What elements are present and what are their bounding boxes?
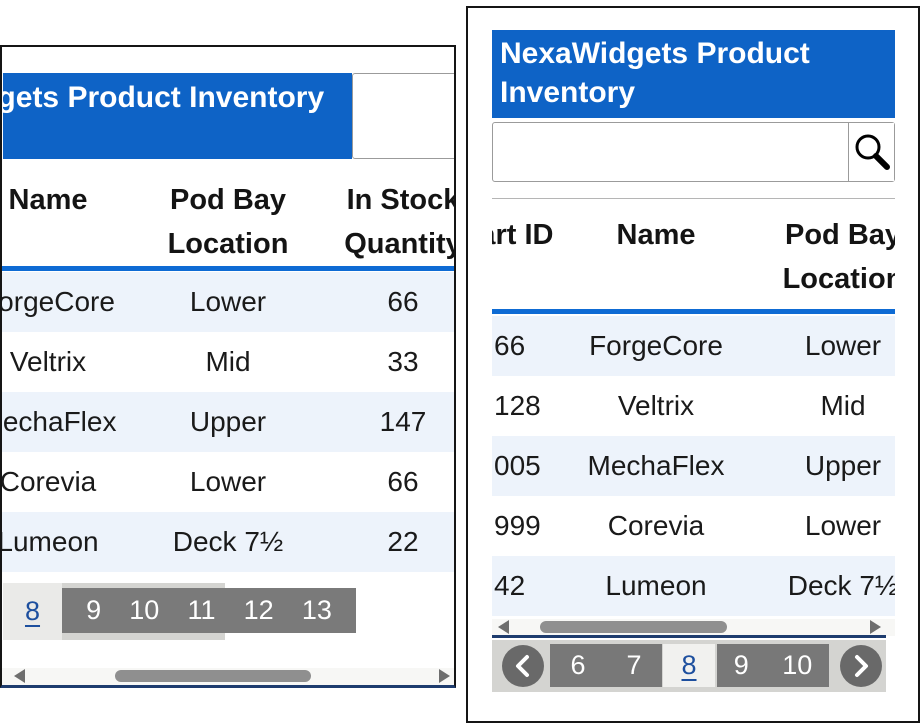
cell-name: Lumeon bbox=[0, 526, 99, 557]
cell-quantity: 147 bbox=[379, 406, 427, 437]
page-button[interactable]: 12 bbox=[243, 595, 274, 625]
app-header: NexaWidgets Product Inventory bbox=[492, 30, 895, 118]
page-button-current[interactable]: 8 bbox=[3, 583, 62, 640]
search-input[interactable] bbox=[352, 73, 454, 159]
header-underline-rule bbox=[2, 266, 454, 271]
cell-location: Lower bbox=[189, 466, 267, 497]
cell-name: Corevia bbox=[0, 466, 97, 497]
cell-name: MechaFlex bbox=[2, 406, 117, 437]
scroll-left-arrow-icon[interactable] bbox=[14, 669, 25, 683]
table-row: ForgeCore Lower 66 bbox=[2, 272, 454, 332]
page-button[interactable]: 10 bbox=[129, 595, 160, 625]
cell-location: Mid bbox=[205, 346, 251, 377]
cell-quantity: 22 bbox=[387, 526, 419, 557]
cell-name: Veltrix bbox=[9, 346, 87, 377]
chevron-left-icon bbox=[516, 655, 529, 677]
page-button[interactable]: 6 bbox=[570, 650, 586, 680]
cell-part-id: 66 bbox=[494, 330, 526, 361]
cell-location: Upper bbox=[804, 450, 882, 481]
page-button-current[interactable]: 8 bbox=[663, 644, 715, 687]
search-input[interactable] bbox=[493, 123, 848, 181]
table-row: 66 ForgeCore Lower bbox=[492, 316, 895, 376]
cell-part-id: 128 bbox=[494, 390, 541, 421]
cell-location: Deck 7½ bbox=[172, 526, 284, 557]
page-button[interactable]: 9 bbox=[733, 650, 749, 680]
pagination-pages: 6 7 bbox=[550, 644, 662, 687]
chevron-right-icon bbox=[855, 655, 868, 677]
cell-part-id: 999 bbox=[494, 510, 541, 541]
cell-location: Deck 7½ bbox=[787, 570, 895, 601]
horizontal-scrollbar-thumb[interactable] bbox=[540, 621, 727, 633]
search-button[interactable] bbox=[848, 123, 894, 181]
table-scroll-viewport: Part ID Name Pod Bay Location 66 ForgeCo… bbox=[492, 198, 895, 619]
cell-name: Veltrix bbox=[617, 390, 695, 421]
previous-page-button[interactable] bbox=[502, 645, 544, 687]
cell-quantity: 66 bbox=[387, 286, 419, 317]
page-title: NexaWidgets Product Inventory bbox=[3, 81, 325, 114]
table-row: 128 Veltrix Mid bbox=[492, 376, 895, 436]
scroll-right-arrow-icon[interactable] bbox=[870, 620, 881, 634]
table-row: 999 Corevia Lower bbox=[492, 496, 895, 556]
table-bottom-rule bbox=[492, 635, 886, 638]
column-header-name: Name bbox=[8, 184, 88, 216]
cell-quantity: 33 bbox=[387, 346, 419, 377]
cell-location: Upper bbox=[189, 406, 267, 437]
cell-part-id: 005 bbox=[494, 450, 541, 481]
column-header-in-stock-quantity: In Stock Quantity bbox=[344, 184, 456, 260]
cell-location: Mid bbox=[820, 390, 866, 421]
table-row: 005 MechaFlex Upper bbox=[492, 436, 895, 496]
table-row: Corevia Lower 66 bbox=[2, 452, 454, 512]
table-row: 42 Lumeon Deck 7½ bbox=[492, 556, 895, 616]
app-header: NexaWidgets Product Inventory bbox=[3, 73, 352, 159]
horizontal-scrollbar-thumb[interactable] bbox=[115, 670, 311, 682]
column-header-name: Name bbox=[616, 219, 696, 251]
cell-location: Lower bbox=[804, 510, 882, 541]
cell-location: Lower bbox=[189, 286, 267, 317]
page-button[interactable]: 7 bbox=[626, 650, 642, 680]
scroll-right-arrow-icon[interactable] bbox=[439, 669, 450, 683]
table-row: Lumeon Deck 7½ 22 bbox=[2, 512, 454, 572]
page-button[interactable]: 9 bbox=[86, 595, 102, 625]
table-row: Veltrix Mid 33 bbox=[2, 332, 454, 392]
cell-part-id: 42 bbox=[494, 570, 526, 601]
pagination-pages: 9 10 bbox=[717, 644, 829, 687]
cell-name: MechaFlex bbox=[587, 450, 725, 481]
magnifier-icon bbox=[855, 134, 890, 170]
inventory-panel-narrow: NexaWidgets Product Inventory Part ID Na… bbox=[466, 6, 920, 723]
page-button[interactable]: 11 bbox=[187, 595, 216, 625]
column-header-pod-bay-location: Pod Bay Location bbox=[782, 219, 895, 295]
search-bar bbox=[492, 122, 895, 182]
header-underline-rule bbox=[492, 309, 895, 314]
cell-name: ForgeCore bbox=[589, 330, 723, 361]
cell-quantity: 66 bbox=[387, 466, 419, 497]
pagination-bar: 6 7 8 9 10 bbox=[492, 640, 886, 692]
cell-name: Corevia bbox=[607, 510, 705, 541]
pagination-pages: 9 10 11 12 13 bbox=[62, 588, 356, 633]
column-header-pod-bay-location: Pod Bay Location bbox=[167, 184, 289, 260]
inventory-panel-wide: NexaWidgets Product Inventory Name Pod B… bbox=[0, 45, 456, 688]
scroll-left-arrow-icon[interactable] bbox=[498, 620, 509, 634]
next-page-button[interactable] bbox=[840, 645, 882, 687]
cell-name: Lumeon bbox=[605, 570, 707, 601]
table-row: MechaFlex Upper 147 bbox=[2, 392, 454, 452]
page-button[interactable]: 10 bbox=[782, 650, 813, 680]
page-button[interactable]: 13 bbox=[301, 595, 332, 625]
cell-location: Lower bbox=[804, 330, 882, 361]
cell-name: ForgeCore bbox=[2, 286, 115, 317]
column-header-part-id: Part ID bbox=[492, 219, 554, 251]
page-title: NexaWidgets Product Inventory bbox=[500, 37, 810, 109]
